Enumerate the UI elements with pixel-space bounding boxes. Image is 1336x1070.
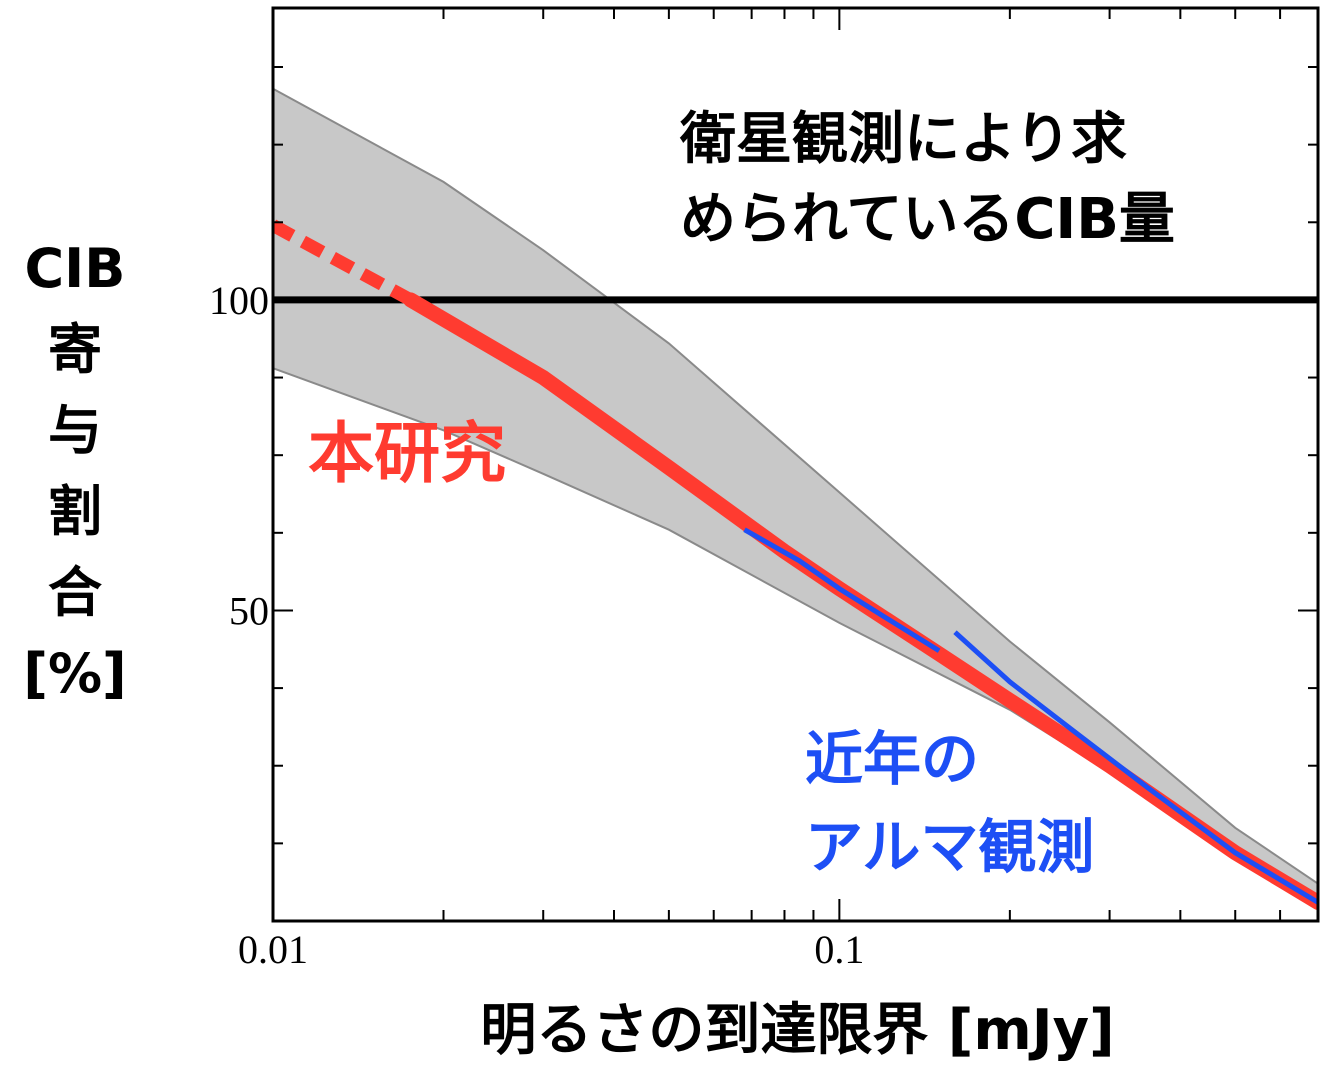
uncertainty-band bbox=[273, 87, 1318, 898]
annotation-satellite-line: 衛星観測により求 bbox=[680, 107, 1127, 172]
series-this-work-dashed bbox=[273, 219, 414, 306]
annotation-alma: 近年の アルマ観測 bbox=[805, 715, 1094, 891]
annotation-alma-line: 近年の bbox=[805, 725, 980, 793]
annotation-satellite-line: められているCIB量 bbox=[680, 187, 1175, 252]
y-axis-label-line: 割 bbox=[48, 480, 102, 543]
series-alma bbox=[953, 630, 1318, 905]
y-axis-label: CIB 寄 与 割 合 [%] bbox=[0, 228, 150, 714]
series-alma bbox=[743, 527, 941, 653]
y-axis-label-line: 与 bbox=[48, 399, 102, 462]
annotation-satellite: 衛星観測により求 められているCIB量 bbox=[680, 100, 1175, 260]
x-tick-label: 0.01 bbox=[238, 927, 308, 972]
y-axis-label-line: 合 bbox=[48, 561, 102, 624]
y-tick-label: 50 bbox=[229, 588, 269, 633]
y-axis-label-line: CIB bbox=[24, 237, 126, 300]
x-tick-label: 0.1 bbox=[814, 927, 864, 972]
y-axis-label-line: [%] bbox=[23, 642, 127, 705]
y-tick-label: 100 bbox=[209, 278, 269, 323]
y-axis-label-line: 寄 bbox=[48, 318, 102, 381]
annotation-alma-line: アルマ観測 bbox=[805, 813, 1095, 881]
plot-frame bbox=[271, 6, 1320, 923]
x-axis-label: 明るさの到達限界 [mJy] bbox=[480, 998, 1115, 1063]
annotation-this-work: 本研究 bbox=[308, 415, 506, 492]
